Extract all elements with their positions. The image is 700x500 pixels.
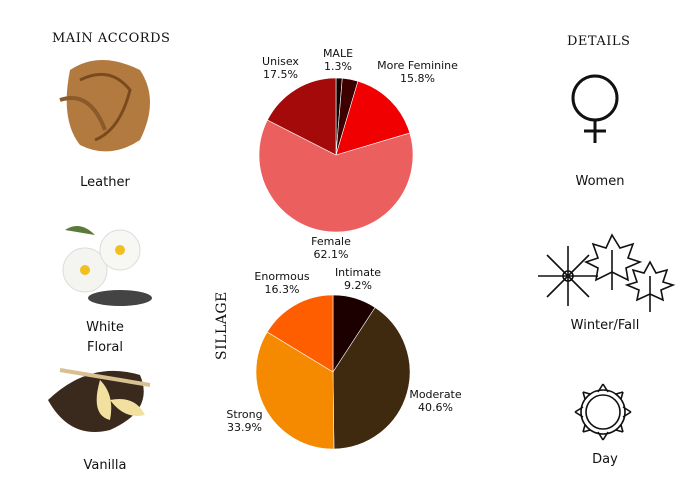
pie-label-strong: Strong 33.9% (222, 408, 267, 434)
gender-pie-chart (258, 77, 414, 233)
slice-name: MALE (322, 47, 354, 60)
sillage-pie-chart (255, 294, 411, 450)
main-accords-heading: MAIN ACCORDS (52, 31, 171, 46)
pie-slice-moderate (332, 307, 411, 450)
details-heading: DETAILS (567, 34, 631, 49)
slice-name: Enormous (254, 270, 310, 283)
accord-label-vanilla: Vanilla (83, 458, 127, 473)
pie-label-unisex: Unisex 17.5% (258, 55, 303, 81)
detail-label-women: Women (575, 174, 625, 189)
slice-name: Unisex (262, 55, 299, 68)
leather-icon (59, 60, 150, 152)
pie-label-enormous: Enormous 16.3% (252, 270, 312, 296)
slice-name: Female (311, 235, 351, 248)
pie-label-intimate: Intimate 9.2% (333, 266, 383, 292)
slice-name: Intimate (334, 266, 382, 279)
pie-label-male: MALE 1.3% (318, 47, 358, 73)
detail-label-season: Winter/Fall (570, 318, 640, 333)
pie-slice-unisex (266, 77, 337, 156)
pie-slice-strong (255, 331, 335, 450)
slice-percent: 17.5% (263, 68, 298, 81)
female-symbol-icon (571, 74, 619, 143)
pie-slice-female (258, 119, 414, 233)
vanilla-icon (48, 368, 151, 432)
slice-percent: 40.6% (418, 401, 453, 414)
slice-percent: 9.2% (344, 279, 372, 292)
slice-percent: 62.1% (313, 248, 349, 261)
slice-percent: 33.9% (227, 421, 262, 434)
pie-slice-enormous (266, 294, 334, 373)
pie-label-more-feminine: More Feminine 15.8% (370, 59, 465, 85)
white-flower-icon (62, 226, 152, 306)
pie-label-moderate: Moderate 40.6% (408, 388, 463, 414)
slice-percent: 1.3% (324, 60, 352, 73)
accord-label-white-floral: White Floral (86, 320, 124, 355)
slice-percent: 15.8% (400, 72, 435, 85)
detail-label-time: Day (592, 452, 618, 467)
slice-name: Moderate (409, 388, 462, 401)
slice-name: Strong (226, 408, 263, 421)
slice-name: More Feminine (377, 59, 458, 72)
snowflake-leaves-icon (538, 233, 676, 312)
slice-percent: 16.3% (264, 283, 300, 296)
sun-icon (574, 383, 632, 441)
pie-slice-more-feminine (335, 80, 411, 156)
accord-label-leather: Leather (80, 175, 130, 190)
pie-label-female: Female 62.1% (306, 235, 356, 261)
